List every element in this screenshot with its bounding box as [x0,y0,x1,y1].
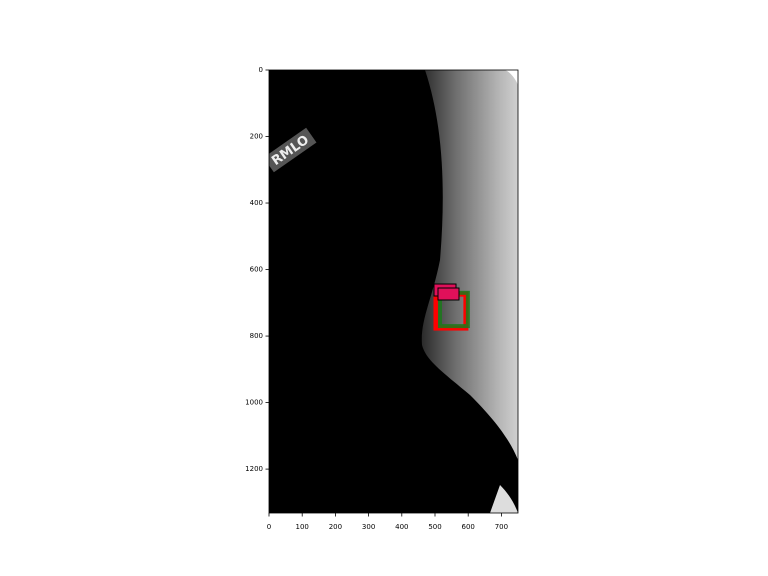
x-tick-label: 100 [296,523,309,531]
image: RMLO [269,70,518,513]
image-corner [505,70,518,85]
y-tick-label: 0 [259,66,263,74]
y-tick-label: 800 [250,332,263,340]
x-tick-label: 500 [428,523,441,531]
y-tick-label: 1000 [245,399,263,407]
x-tick-label: 300 [362,523,375,531]
x-tick-label: 0 [267,523,271,531]
y-tick-label: 600 [250,266,263,274]
image-corner [490,485,518,513]
breast-tissue [421,70,518,460]
x-tick-label: 600 [462,523,475,531]
axes-frame [268,69,519,514]
y-tick-label: 1200 [245,465,263,473]
x-tick-label: 200 [329,523,342,531]
y-tick-label: 400 [250,199,263,207]
y-tick-label: 200 [250,133,263,141]
x-tick-label: 700 [495,523,508,531]
box-tag [437,287,460,301]
x-tick-label: 400 [395,523,408,531]
